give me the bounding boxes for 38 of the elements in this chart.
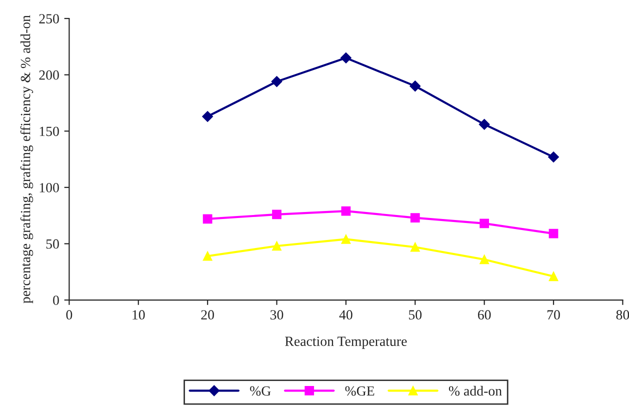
point: [271, 76, 282, 87]
x-tick-label: 0: [66, 310, 72, 320]
point: [548, 152, 559, 162]
point: [478, 118, 490, 130]
point: [548, 228, 558, 238]
point: [480, 218, 490, 228]
point: [410, 80, 421, 92]
x-tick-label: 10: [132, 310, 145, 320]
legend-label: % add-on: [448, 386, 502, 396]
x-tick-label: 40: [339, 310, 352, 320]
y-tick-label: 0: [53, 296, 59, 305]
x-tick-label: 70: [547, 310, 560, 320]
point: [202, 111, 213, 122]
x-tick-label: 60: [478, 310, 491, 320]
y-axis-title: percentage grafting, grafting efficiency & % add-on: [20, 15, 34, 304]
point: [272, 210, 282, 220]
point: [341, 234, 351, 244]
point: [340, 52, 352, 64]
point: [548, 272, 558, 282]
y-tick-label: 250: [39, 14, 59, 24]
x-axis-title: Reaction Temperature: [285, 336, 407, 349]
legend-label: %G: [250, 386, 271, 396]
point: [410, 242, 420, 252]
y-tick-label: 200: [39, 70, 59, 80]
y-tick-label: 50: [46, 239, 59, 249]
x-tick-label: 30: [270, 310, 284, 320]
x-tick-label: 80: [616, 310, 629, 320]
point: [272, 241, 282, 251]
point: [410, 213, 420, 223]
point: [202, 214, 212, 224]
y-tick-label: 100: [40, 183, 59, 192]
point: [202, 251, 212, 261]
y-tick-label: 150: [40, 126, 59, 136]
x-tick-label: 50: [409, 310, 422, 320]
x-tick-label: 20: [201, 310, 214, 320]
legend-label: %GE: [345, 386, 374, 396]
point: [341, 206, 351, 216]
point: [480, 254, 490, 264]
